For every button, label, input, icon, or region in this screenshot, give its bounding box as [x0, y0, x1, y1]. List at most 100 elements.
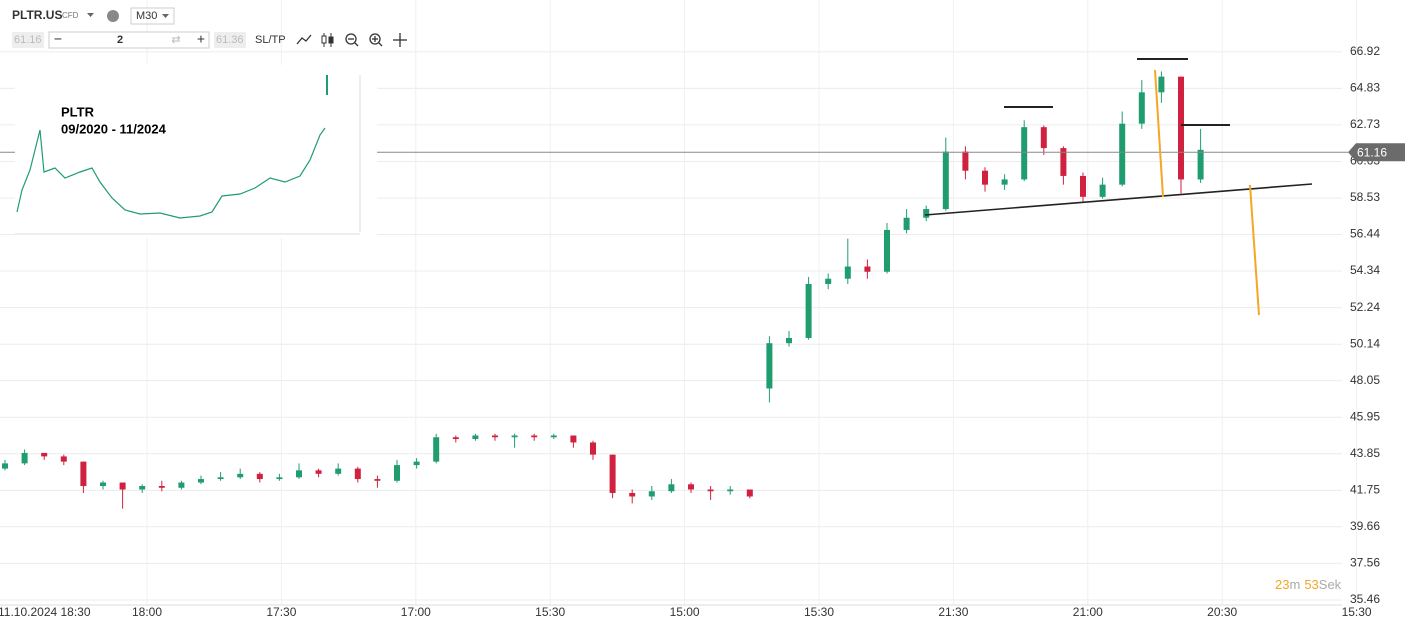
candle-body [707, 489, 714, 492]
candle-body [335, 468, 342, 474]
y-tick-label: 50.14 [1350, 336, 1380, 350]
plus-button[interactable]: + [197, 31, 205, 47]
candle-body [139, 486, 146, 490]
candle-body [198, 479, 204, 483]
x-tick-label: 18:00 [132, 605, 162, 619]
candle-body [60, 456, 67, 462]
candle-body [746, 489, 753, 497]
candle-body [41, 452, 48, 457]
candle-body [1040, 127, 1047, 149]
inset-line [16, 127, 326, 219]
candle-icon[interactable] [321, 33, 334, 47]
candle-body [276, 477, 283, 480]
y-tick-label: 37.56 [1350, 556, 1380, 570]
inset-title: PLTR [61, 104, 95, 119]
candle-body [492, 435, 498, 438]
swap-button[interactable]: ⇄ [171, 34, 180, 46]
candle-body [727, 489, 734, 492]
y-tick-label: 62.73 [1350, 117, 1380, 131]
candle-body [511, 435, 518, 438]
candle-body [864, 266, 871, 272]
arrow-line [1154, 69, 1164, 198]
interval[interactable]: M30 [136, 10, 157, 22]
ask[interactable]: 61.36 [216, 34, 244, 46]
move-icon[interactable] [393, 33, 407, 47]
arrow-line [1249, 184, 1260, 316]
candle-body [609, 454, 616, 493]
y-tick-label: 66.92 [1350, 44, 1380, 58]
timer: 23m 53Sek [1275, 577, 1342, 592]
x-tick-label: 15:30 [535, 605, 565, 619]
timer-minutes: 23 [1275, 577, 1289, 592]
ask-box[interactable] [214, 32, 246, 48]
y-tick-label: 41.75 [1350, 483, 1380, 497]
zoom-out-icon[interactable] [345, 33, 359, 47]
candle-body [80, 461, 87, 487]
candle-body [962, 151, 969, 171]
candle-body [629, 492, 636, 497]
inset-bg [15, 65, 377, 238]
y-tick-label: 56.44 [1350, 227, 1380, 241]
candle-body [590, 442, 596, 455]
candle-body [1060, 148, 1067, 176]
x-tick-label: 17:30 [266, 605, 296, 619]
drawings [924, 58, 1313, 316]
interval-box[interactable] [130, 7, 175, 25]
candle-body [648, 491, 655, 497]
candle-body [942, 151, 949, 210]
y-tick-label: 35.46 [1350, 592, 1380, 606]
candle-body [472, 435, 479, 439]
candle-body [884, 229, 890, 272]
x-tick-label: 15:00 [670, 605, 700, 619]
dropdown-caret[interactable] [87, 13, 94, 17]
candle-body [786, 337, 792, 344]
candle-body [119, 482, 126, 490]
candle-body [668, 484, 675, 492]
candle-body [923, 209, 930, 218]
candle-body [1158, 76, 1165, 93]
zoom-in-icon[interactable] [369, 33, 383, 47]
candle-body [413, 461, 420, 466]
candle-body [570, 435, 577, 443]
price-tag [1348, 143, 1405, 162]
timer-unit: Sek [1319, 577, 1342, 592]
y-tick-label: 64.83 [1350, 80, 1380, 94]
x-tick-label: 15:30 [1342, 605, 1372, 619]
info-icon[interactable] [107, 10, 119, 22]
candle-body [1119, 123, 1126, 185]
candle-body [217, 477, 224, 480]
volume[interactable]: 2 [117, 34, 123, 46]
line-chart-icon[interactable] [296, 34, 312, 45]
bid-box[interactable] [12, 32, 44, 48]
minus-button[interactable]: − [54, 31, 62, 47]
inset: PLTR 09/2020 - 11/2024 [15, 65, 377, 238]
candle-body [394, 465, 400, 481]
candle-body [315, 470, 322, 474]
candle-body [354, 468, 361, 480]
candle-body [1197, 149, 1204, 180]
x-tick-label: 21:30 [938, 605, 968, 619]
candle-body [1138, 92, 1145, 124]
y-tick-label: 54.34 [1350, 263, 1380, 277]
candle-body [903, 217, 910, 230]
sltp-button[interactable]: SL/TP [255, 34, 286, 46]
candle-body [1178, 76, 1184, 180]
candle-body [256, 473, 263, 480]
y-tick-label: 45.95 [1350, 409, 1380, 423]
timer-unit: m [1289, 577, 1300, 592]
candle-body [982, 170, 988, 185]
timer-seconds: 53 [1304, 577, 1318, 592]
candle-body [1080, 175, 1086, 197]
candle-body [688, 484, 694, 490]
candle-body [844, 266, 851, 279]
candle-body [433, 437, 440, 462]
candle-body [237, 473, 244, 478]
inset-period: 09/2020 - 11/2024 [61, 121, 167, 136]
x-tick-label: 20:30 [1207, 605, 1237, 619]
symbol[interactable]: PLTR.US [12, 8, 62, 22]
bid[interactable]: 61.16 [14, 34, 42, 46]
candle-body [550, 435, 557, 438]
candles [0, 71, 1348, 509]
volume-box [48, 31, 210, 49]
